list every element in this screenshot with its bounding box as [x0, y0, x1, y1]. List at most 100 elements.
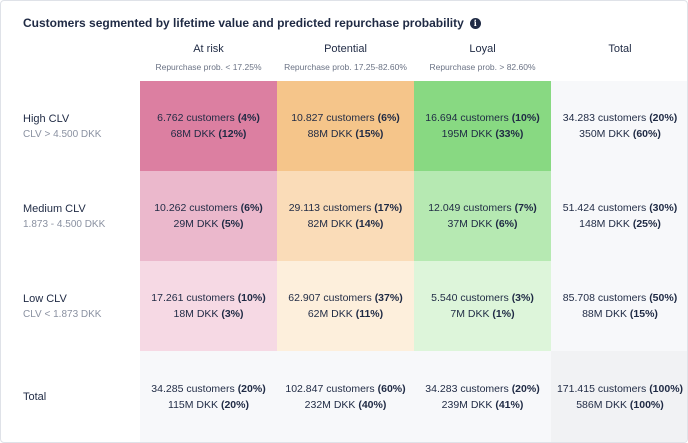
customer-count-value: 62.907 customers	[288, 292, 372, 304]
customer-count: 62.907 customers (37%)	[288, 290, 402, 306]
row-label: High CLV	[23, 112, 70, 125]
revenue-share: (15%)	[629, 308, 658, 320]
revenue-share: (1%)	[492, 308, 515, 320]
customer-share: (20%)	[649, 112, 678, 124]
segment-cell[interactable]: 102.847 customers (60%) 232M DKK (40%)	[277, 351, 414, 442]
info-icon[interactable]: i	[469, 17, 481, 29]
customer-count: 17.261 customers (10%)	[151, 290, 265, 306]
row-header-3: Total	[1, 351, 140, 442]
revenue-value: 68M DKK	[170, 128, 216, 140]
row-header-1: Medium CLV 1.873 - 4.500 DKK	[1, 171, 140, 261]
segment-cell[interactable]: 12.049 customers (7%) 37M DKK (6%)	[414, 171, 551, 261]
customer-share: (37%)	[374, 292, 403, 304]
column-label: Potential	[324, 43, 367, 55]
revenue-value: 18M DKK	[173, 308, 219, 320]
segment-cell[interactable]: 62.907 customers (37%) 62M DKK (11%)	[277, 261, 414, 351]
revenue-share: (33%)	[495, 128, 524, 140]
segment-cell[interactable]: 34.285 customers (20%) 115M DKK (20%)	[140, 351, 277, 442]
segment-cell[interactable]: 17.261 customers (10%) 18M DKK (3%)	[140, 261, 277, 351]
customer-count-value: 102.847 customers	[285, 383, 375, 395]
revenue-share: (5%)	[221, 218, 244, 230]
segment-cell[interactable]: 171.415 customers (100%) 586M DKK (100%)	[551, 351, 687, 442]
segment-cell[interactable]: 34.283 customers (20%) 350M DKK (60%)	[551, 81, 687, 171]
row-label: Medium CLV	[23, 202, 86, 215]
segment-cell[interactable]: 10.827 customers (6%) 88M DKK (15%)	[277, 81, 414, 171]
customer-share: (10%)	[237, 292, 266, 304]
revenue-value: 88M DKK	[307, 128, 353, 140]
card-header: Customers segmented by lifetime value an…	[23, 15, 481, 31]
customer-count-value: 85.708 customers	[562, 292, 647, 304]
column-label: Loyal	[469, 43, 496, 55]
revenue-value: 7M DKK	[450, 308, 490, 320]
segment-cell[interactable]: 6.762 customers (4%) 68M DKK (12%)	[140, 81, 277, 171]
customer-count-value: 16.694 customers	[425, 112, 509, 124]
revenue-value: 350M DKK	[579, 128, 630, 140]
revenue-share: (100%)	[629, 399, 664, 411]
customer-count: 16.694 customers (10%)	[425, 110, 539, 126]
customer-count-value: 10.827 customers	[291, 112, 375, 124]
revenue-share: (60%)	[632, 128, 661, 140]
revenue-value: 148M DKK	[579, 218, 630, 230]
customer-count: 34.285 customers (20%)	[151, 381, 265, 397]
segment-cell[interactable]: 29.113 customers (17%) 82M DKK (14%)	[277, 171, 414, 261]
customer-count-value: 10.262 customers	[154, 202, 238, 214]
customer-share: (10%)	[511, 112, 540, 124]
revenue-share: (11%)	[355, 308, 384, 320]
revenue: 350M DKK (60%)	[579, 126, 661, 142]
revenue-share: (40%)	[358, 399, 387, 411]
customer-count: 102.847 customers (60%)	[285, 381, 405, 397]
column-label: Total	[608, 43, 632, 55]
segment-cell[interactable]: 10.262 customers (6%) 29M DKK (5%)	[140, 171, 277, 261]
customer-share: (3%)	[511, 292, 534, 304]
revenue-share: (3%)	[221, 308, 244, 320]
column-sublabel: Repurchase prob. 17.25-82.60%	[284, 62, 407, 72]
customer-share: (4%)	[237, 112, 260, 124]
revenue-share: (15%)	[355, 128, 384, 140]
revenue-value: 239M DKK	[441, 399, 493, 411]
customer-count-value: 51.424 customers	[562, 202, 647, 214]
customer-count: 34.283 customers (20%)	[425, 381, 539, 397]
segment-cell[interactable]: 85.708 customers (50%) 88M DKK (15%)	[551, 261, 687, 351]
revenue: 115M DKK (20%)	[168, 397, 249, 413]
revenue-value: 232M DKK	[304, 399, 356, 411]
customer-count: 85.708 customers (50%)	[563, 290, 677, 306]
revenue-value: 88M DKK	[582, 308, 627, 320]
segment-cell[interactable]: 5.540 customers (3%) 7M DKK (1%)	[414, 261, 551, 351]
revenue-value: 37M DKK	[447, 218, 493, 230]
revenue-share: (14%)	[355, 218, 384, 230]
column-header-1: Potential Repurchase prob. 17.25-82.60%	[277, 1, 414, 81]
customer-count-value: 34.283 customers	[562, 112, 647, 124]
customer-count-value: 34.285 customers	[151, 383, 235, 395]
customer-share: (20%)	[237, 383, 266, 395]
revenue-share: (20%)	[220, 399, 249, 411]
row-header-2: Low CLV CLV < 1.873 DKK	[1, 261, 140, 351]
revenue-value: 29M DKK	[173, 218, 219, 230]
revenue-share: (41%)	[495, 399, 524, 411]
column-header-0: At risk Repurchase prob. < 17.25%	[140, 1, 277, 81]
customer-count: 5.540 customers (3%)	[431, 290, 534, 306]
revenue-value: 115M DKK	[168, 399, 219, 411]
customer-count-value: 5.540 customers	[431, 292, 509, 304]
revenue: 29M DKK (5%)	[173, 216, 243, 232]
customer-count-value: 12.049 customers	[428, 202, 512, 214]
revenue: 239M DKK (41%)	[442, 397, 524, 413]
customer-count: 10.262 customers (6%)	[154, 200, 263, 216]
customer-count-value: 17.261 customers	[151, 292, 235, 304]
row-label: Low CLV	[23, 292, 67, 305]
column-header-2: Loyal Repurchase prob. > 82.60%	[414, 1, 551, 81]
customer-count-value: 29.113 customers	[288, 202, 372, 214]
segment-cell[interactable]: 16.694 customers (10%) 195M DKK (33%)	[414, 81, 551, 171]
revenue-value: 195M DKK	[441, 128, 493, 140]
revenue-share: (25%)	[632, 218, 661, 230]
row-sublabel: CLV < 1.873 DKK	[23, 308, 102, 320]
segment-cell[interactable]: 51.424 customers (30%) 148M DKK (25%)	[551, 171, 687, 261]
column-sublabel: Repurchase prob. > 82.60%	[429, 62, 536, 72]
card-title: Customers segmented by lifetime value an…	[23, 16, 464, 30]
customer-share: (60%)	[377, 383, 406, 395]
customer-count: 34.283 customers (20%)	[563, 110, 677, 126]
segment-cell[interactable]: 34.283 customers (20%) 239M DKK (41%)	[414, 351, 551, 442]
revenue: 88M DKK (15%)	[582, 306, 658, 322]
revenue: 148M DKK (25%)	[579, 216, 661, 232]
